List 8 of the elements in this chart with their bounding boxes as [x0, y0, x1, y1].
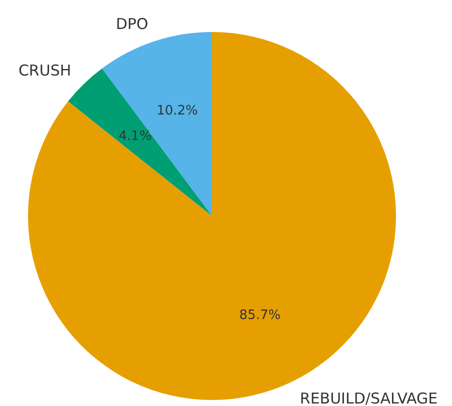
data-label: 4.1%	[118, 129, 152, 144]
pie-slice	[68, 68, 212, 216]
slice-label: REBUILD/SALVAGE	[300, 389, 438, 406]
data-label: 85.7%	[239, 308, 281, 323]
data-label: 10.2%	[156, 104, 198, 119]
slice-label: CRUSH	[18, 62, 72, 80]
slice-label: DPO	[116, 14, 148, 33]
pie-slice	[102, 32, 212, 216]
